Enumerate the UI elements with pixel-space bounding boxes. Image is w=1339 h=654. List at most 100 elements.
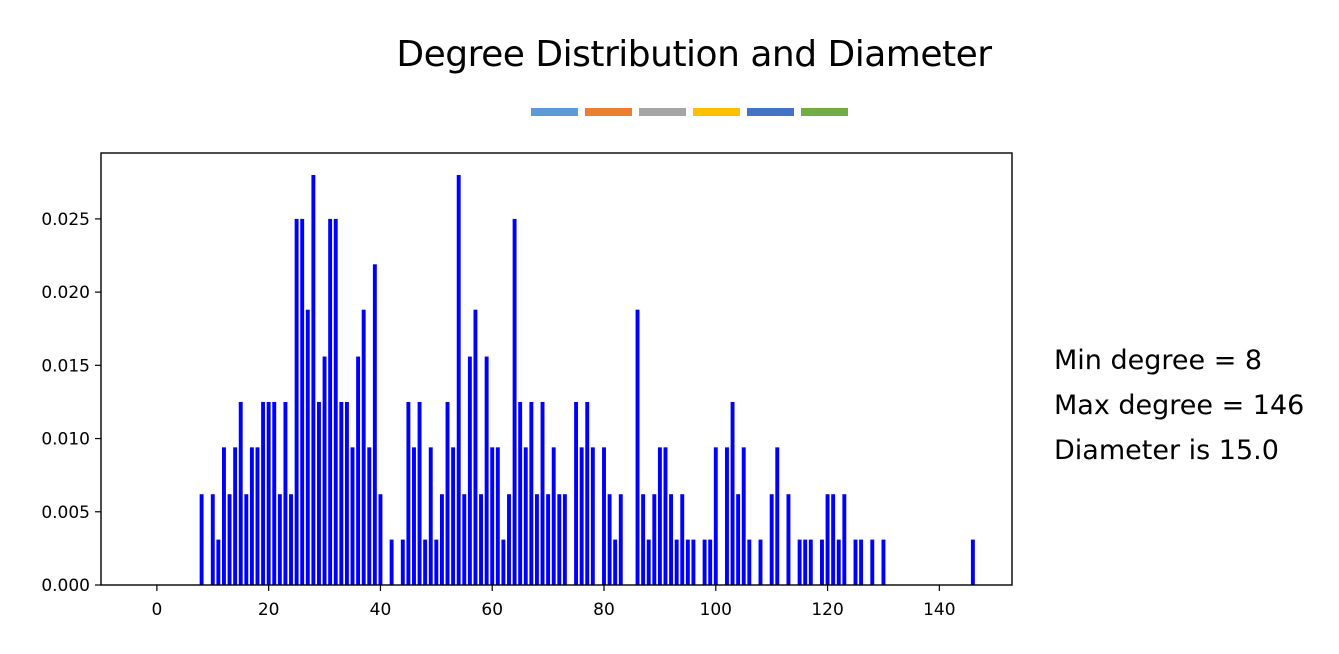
accent-bar-3 [639, 108, 686, 116]
bar-degree-42 [389, 539, 394, 585]
bar-degree-64 [512, 218, 517, 585]
bar-degree-19 [261, 401, 266, 585]
x-axis: 0 20 40 60 80 100 120 140 [151, 585, 956, 620]
bar-degree-68 [534, 494, 539, 585]
bar-degree-90 [657, 447, 662, 585]
bar-degree-10 [210, 494, 215, 585]
bar-degree-62 [501, 539, 506, 585]
bar-degree-98 [702, 539, 707, 585]
bar-degree-58 [479, 494, 483, 585]
bar-degree-105 [741, 447, 746, 585]
bar-degree-108 [758, 539, 763, 585]
min-degree-text: Min degree = 8 [1054, 345, 1263, 376]
bar-degree-18 [255, 447, 260, 585]
bar-degree-126 [859, 539, 864, 585]
bar-series [199, 174, 975, 585]
bar-degree-120 [825, 494, 830, 585]
bar-degree-81 [607, 494, 612, 585]
bar-degree-36 [356, 356, 361, 585]
bar-degree-17 [249, 447, 254, 585]
y-tick-label-2: 0.010 [41, 430, 90, 450]
bar-degree-16 [244, 494, 249, 585]
bar-degree-47 [417, 401, 422, 585]
bar-degree-50 [434, 539, 439, 585]
bar-degree-57 [473, 309, 478, 585]
bar-degree-111 [775, 447, 780, 585]
bar-degree-67 [529, 401, 534, 585]
bar-degree-29 [317, 401, 321, 585]
bar-degree-25 [294, 218, 299, 585]
bar-degree-103 [730, 401, 735, 585]
x-tick-label-0: 0 [151, 600, 162, 620]
bar-degree-34 [344, 401, 349, 585]
y-tick-label-4: 0.020 [41, 283, 90, 303]
bar-degree-71 [551, 447, 556, 585]
accent-bar-4 [693, 108, 740, 116]
bar-degree-21 [272, 401, 277, 585]
bar-degree-87 [641, 494, 646, 585]
bar-degree-130 [881, 539, 886, 585]
bar-degree-12 [222, 447, 226, 585]
accent-bar-1 [531, 108, 578, 116]
bar-degree-119 [820, 539, 824, 585]
bar-degree-59 [484, 356, 489, 585]
bar-degree-66 [523, 447, 528, 585]
bar-degree-26 [300, 218, 305, 585]
bar-degree-30 [322, 356, 327, 585]
bar-degree-89 [652, 494, 657, 585]
bar-degree-121 [831, 494, 836, 585]
bar-degree-38 [367, 447, 372, 585]
bar-degree-75 [574, 401, 579, 585]
bar-degree-28 [311, 174, 316, 585]
x-tick-label-120: 120 [811, 600, 843, 620]
bar-degree-22 [277, 494, 282, 585]
bar-degree-123 [842, 494, 847, 585]
bar-degree-13 [227, 494, 232, 585]
y-axis: 0.000 0.005 0.010 0.015 0.020 0.025 [41, 210, 101, 596]
accent-bar-6 [801, 108, 848, 116]
bar-degree-37 [361, 309, 366, 585]
y-tick-label-5: 0.025 [41, 210, 90, 230]
bar-degree-96 [691, 539, 696, 585]
bar-degree-49 [428, 447, 433, 585]
bar-degree-39 [372, 264, 377, 585]
bar-degree-110 [769, 494, 774, 585]
bar-degree-45 [406, 401, 411, 585]
bar-degree-20 [266, 401, 271, 585]
x-tick-label-140: 140 [923, 600, 955, 620]
bar-degree-88 [646, 539, 651, 585]
bar-degree-80 [602, 447, 606, 585]
bar-degree-82 [613, 539, 618, 585]
bar-degree-44 [400, 539, 405, 585]
bar-degree-24 [289, 494, 293, 585]
bar-degree-53 [451, 447, 456, 585]
plot-frame [100, 152, 1013, 586]
y-tick-label-3: 0.015 [41, 356, 90, 376]
bar-degree-11 [216, 539, 221, 585]
bar-degree-60 [490, 447, 495, 585]
bar-degree-63 [507, 494, 511, 585]
bar-degree-113 [786, 494, 791, 585]
bar-degree-32 [333, 218, 338, 585]
bar-degree-65 [518, 401, 523, 585]
bar-degree-33 [339, 401, 344, 585]
bar-degree-94 [680, 494, 685, 585]
bar-degree-61 [495, 447, 500, 585]
bar-degree-78 [590, 447, 595, 585]
bar-degree-55 [462, 494, 467, 585]
bar-degree-76 [579, 447, 584, 585]
bar-degree-122 [836, 539, 841, 585]
bar-degree-46 [412, 447, 416, 585]
bar-degree-56 [467, 356, 472, 585]
y-tick-label-0: 0.000 [41, 576, 90, 596]
bar-degree-54 [456, 174, 461, 585]
bar-degree-125 [853, 539, 858, 585]
bar-degree-116 [803, 539, 808, 585]
bar-degree-69 [540, 401, 545, 585]
bar-degree-100 [713, 447, 718, 585]
bar-degree-92 [669, 494, 674, 585]
accent-bar-5 [747, 108, 794, 116]
bar-degree-31 [328, 218, 333, 585]
bar-degree-128 [870, 539, 875, 585]
